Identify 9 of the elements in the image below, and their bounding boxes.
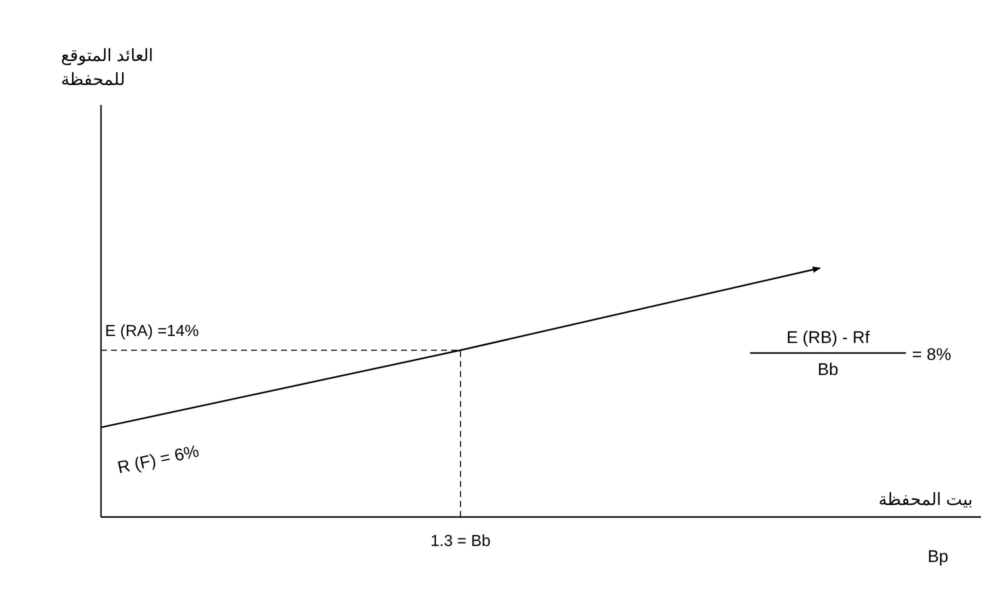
text: 1.3 = Bb — [430, 533, 491, 550]
x-axis-title: بيت المحفظة — [878, 490, 973, 509]
annotation: R (F) = 6% — [116, 442, 201, 478]
annotation: E (RA) =14% — [105, 323, 199, 340]
text: العائد المتوقع للمحفظة — [61, 46, 154, 89]
annotation: E (RB) - Rf — [786, 328, 870, 347]
annotation: Bb — [818, 360, 838, 379]
annotation: = 8% — [912, 345, 952, 364]
text: Bp — [928, 547, 948, 566]
